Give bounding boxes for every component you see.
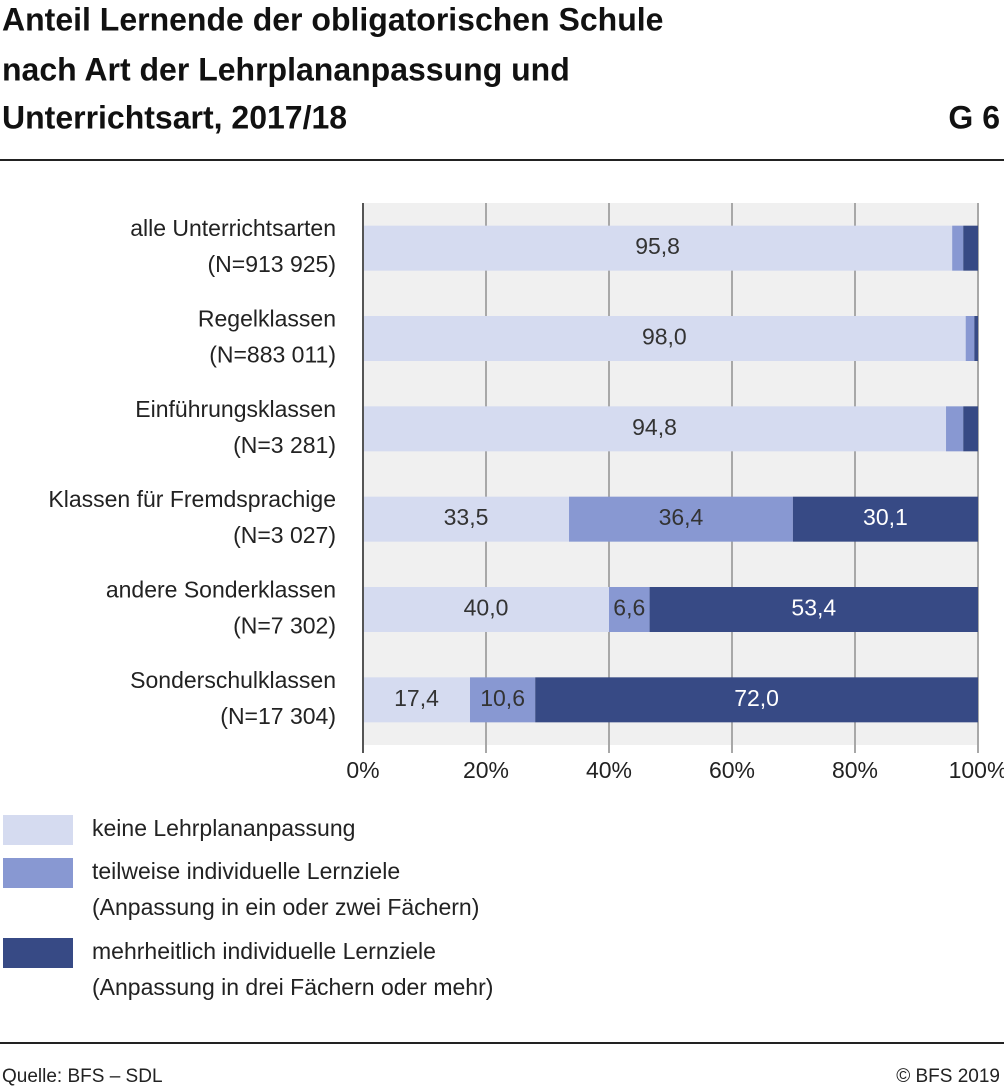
copyright: © BFS 2019 (896, 1066, 1000, 1087)
bar (946, 406, 964, 452)
bar (363, 225, 953, 271)
value-label: 17,4 (394, 685, 439, 711)
bar (569, 496, 793, 542)
value-label: 72,0 (734, 685, 779, 711)
bar (974, 316, 978, 361)
legend-label: teilweise individuelle Lernziele (92, 858, 400, 884)
category-label: Regelklassen (198, 306, 336, 332)
value-label: 10,6 (480, 685, 525, 711)
value-label: 6,6 (613, 595, 645, 621)
legend-swatch (3, 938, 73, 968)
category-label: alle Unterrichtsarten (130, 215, 336, 241)
plot-area (363, 203, 978, 745)
chart-title: nach Art der Lehrplananpassung und (2, 51, 570, 87)
value-label: 33,5 (444, 504, 489, 530)
category-count: (N=3 281) (233, 432, 336, 458)
legend-swatch (3, 858, 73, 888)
bar (963, 225, 978, 271)
bar (363, 496, 570, 542)
legend-label: keine Lehrplananpassung (92, 815, 355, 841)
chart-title: Anteil Lernende der obligatorischen Schu… (2, 1, 663, 37)
category-label: andere Sonderklassen (106, 577, 336, 603)
value-label: 36,4 (659, 504, 704, 530)
bar (470, 677, 536, 723)
bar (963, 406, 978, 452)
value-label: 94,8 (632, 414, 677, 440)
bar (363, 677, 471, 723)
chart-id: G 6 (948, 99, 1000, 135)
category-count: (N=7 302) (233, 613, 336, 639)
bar (363, 587, 609, 632)
value-label: 98,0 (642, 324, 687, 350)
category-label: Einführungsklassen (135, 396, 336, 422)
bar (965, 316, 975, 361)
chart-title: Unterrichtsart, 2017/18 (2, 99, 347, 135)
bar (535, 677, 978, 723)
bar (363, 316, 966, 361)
x-tick-label: 60% (709, 757, 755, 783)
category-label: Sonderschulklassen (130, 667, 336, 693)
source: Quelle: BFS – SDL (2, 1066, 163, 1087)
x-tick-label: 80% (832, 757, 878, 783)
value-label: 30,1 (863, 504, 908, 530)
category-label: Klassen für Fremdsprachige (48, 486, 336, 512)
x-tick-label: 40% (586, 757, 632, 783)
value-label: 40,0 (464, 595, 509, 621)
category-count: (N=883 011) (209, 342, 336, 368)
legend-swatch (3, 815, 73, 845)
legend-note: (Anpassung in drei Fächern oder mehr) (92, 974, 493, 1000)
bar (952, 225, 964, 271)
legend-label: mehrheitlich individuelle Lernziele (92, 938, 436, 964)
category-count: (N=3 027) (233, 522, 336, 548)
x-tick-label: 0% (346, 757, 379, 783)
x-tick-label: 100% (949, 757, 1004, 783)
bar (609, 587, 650, 632)
value-label: 53,4 (791, 595, 836, 621)
bar (649, 587, 978, 632)
legend-note: (Anpassung in ein oder zwei Fächern) (92, 894, 479, 920)
value-label: 95,8 (635, 233, 680, 259)
x-tick-label: 20% (463, 757, 509, 783)
category-count: (N=913 925) (208, 251, 337, 277)
category-count: (N=17 304) (220, 703, 336, 729)
bar (792, 496, 978, 542)
bar (363, 406, 947, 452)
